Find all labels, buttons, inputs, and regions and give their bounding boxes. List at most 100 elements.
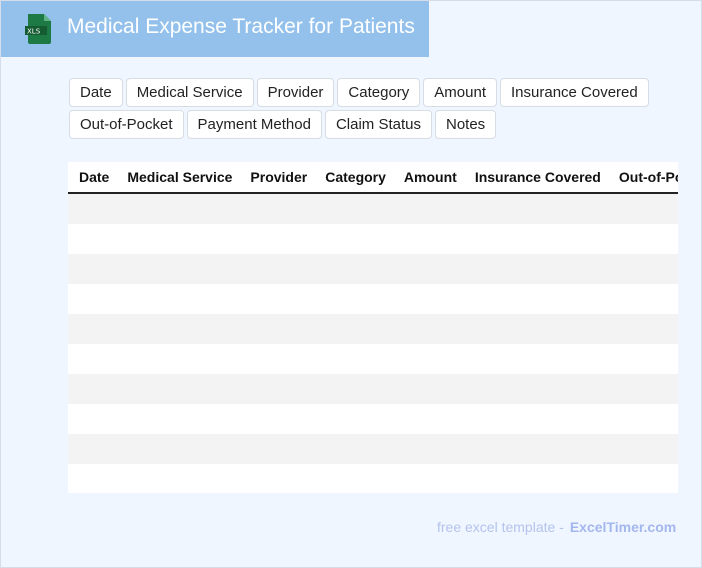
column-chip[interactable]: Amount bbox=[423, 78, 497, 107]
table-cell[interactable] bbox=[68, 404, 116, 434]
page-title: Medical Expense Tracker for Patients bbox=[67, 15, 415, 38]
table-cell[interactable] bbox=[116, 434, 240, 464]
title-banner: XLS Medical Expense Tracker for Patients bbox=[1, 1, 429, 57]
table-cell[interactable] bbox=[314, 314, 393, 344]
column-header[interactable]: Medical Service bbox=[116, 162, 240, 194]
footer: free excel template - ExcelTimer.com bbox=[437, 519, 676, 535]
table-cell[interactable] bbox=[463, 434, 608, 464]
column-chip[interactable]: Out-of-Pocket bbox=[69, 110, 184, 139]
table-cell[interactable] bbox=[464, 404, 608, 434]
table-cell[interactable] bbox=[607, 374, 678, 404]
table-cell[interactable] bbox=[239, 224, 314, 254]
column-header[interactable]: Provider bbox=[239, 162, 315, 194]
table-cell[interactable] bbox=[607, 314, 678, 344]
table-cell[interactable] bbox=[464, 464, 608, 493]
table-cell[interactable] bbox=[608, 284, 678, 314]
table-row bbox=[68, 404, 678, 434]
table-cell[interactable] bbox=[392, 374, 464, 404]
table-cell[interactable] bbox=[607, 254, 678, 284]
table-cell[interactable] bbox=[608, 404, 678, 434]
table-cell[interactable] bbox=[68, 314, 117, 344]
table-cell[interactable] bbox=[68, 254, 117, 284]
footer-link[interactable]: ExcelTimer.com bbox=[569, 519, 677, 535]
table-cell[interactable] bbox=[68, 284, 116, 314]
table-cell[interactable] bbox=[463, 374, 608, 404]
table-cell[interactable] bbox=[239, 254, 315, 284]
column-header[interactable]: Category bbox=[314, 162, 393, 194]
table-cell[interactable] bbox=[464, 284, 608, 314]
table-cell[interactable] bbox=[116, 224, 239, 254]
table-cell[interactable] bbox=[314, 224, 393, 254]
table-cell[interactable] bbox=[116, 374, 240, 404]
table-cell[interactable] bbox=[314, 374, 393, 404]
table-cell[interactable] bbox=[314, 404, 393, 434]
column-header[interactable]: Out-of-Pocket bbox=[607, 162, 678, 194]
column-chip[interactable]: Category bbox=[337, 78, 421, 107]
table-row bbox=[68, 193, 678, 224]
table-cell[interactable] bbox=[607, 434, 678, 464]
table-row bbox=[68, 344, 678, 374]
table-cell[interactable] bbox=[608, 344, 678, 374]
table-header-row: Date Medical Service Provider Category Amoun… bbox=[68, 162, 678, 194]
table-cell[interactable] bbox=[393, 284, 464, 314]
column-header[interactable]: Date bbox=[68, 162, 117, 194]
column-chip[interactable]: Medical Service bbox=[125, 78, 254, 107]
column-header[interactable]: Amount bbox=[392, 162, 464, 194]
table-cell[interactable] bbox=[464, 344, 608, 374]
table-cell[interactable] bbox=[239, 464, 314, 493]
table-cell[interactable] bbox=[314, 193, 393, 224]
footer-text: free excel template - bbox=[437, 519, 564, 535]
table-cell[interactable] bbox=[239, 284, 314, 314]
table-cell[interactable] bbox=[463, 314, 608, 344]
table-cell[interactable] bbox=[116, 344, 239, 374]
table-cell[interactable] bbox=[116, 254, 240, 284]
column-chip[interactable]: Insurance Covered bbox=[500, 78, 649, 107]
table-cell[interactable] bbox=[239, 404, 314, 434]
table-cell[interactable] bbox=[68, 434, 117, 464]
table-cell[interactable] bbox=[392, 314, 464, 344]
column-chip[interactable]: Claim Status bbox=[324, 110, 432, 139]
table-cell[interactable] bbox=[463, 193, 608, 224]
table-cell[interactable] bbox=[68, 224, 116, 254]
table-cell[interactable] bbox=[68, 193, 117, 224]
table-cell[interactable] bbox=[314, 464, 393, 493]
table-cell[interactable] bbox=[116, 193, 240, 224]
table-cell[interactable] bbox=[116, 314, 240, 344]
table-row bbox=[68, 374, 678, 404]
table-cell[interactable] bbox=[314, 254, 393, 284]
table-cell[interactable] bbox=[392, 193, 464, 224]
column-chip[interactable]: Date bbox=[69, 78, 123, 107]
table-cell[interactable] bbox=[116, 284, 239, 314]
table-cell[interactable] bbox=[608, 464, 678, 493]
table-cell[interactable] bbox=[68, 344, 116, 374]
table-row bbox=[68, 254, 678, 284]
table-cell[interactable] bbox=[239, 314, 315, 344]
table-row bbox=[68, 224, 678, 254]
table-cell[interactable] bbox=[239, 374, 315, 404]
table-cell[interactable] bbox=[116, 464, 239, 493]
table-cell[interactable] bbox=[463, 254, 608, 284]
table-cell[interactable] bbox=[608, 224, 678, 254]
table-cell[interactable] bbox=[393, 464, 464, 493]
table-cell[interactable] bbox=[68, 464, 116, 493]
column-chip[interactable]: Notes bbox=[434, 110, 497, 139]
table-cell[interactable] bbox=[392, 254, 464, 284]
column-header[interactable]: Insurance Covered bbox=[463, 162, 608, 194]
table-cell[interactable] bbox=[607, 193, 678, 224]
column-chip[interactable]: Provider bbox=[256, 78, 335, 107]
table-cell[interactable] bbox=[116, 404, 239, 434]
table-cell[interactable] bbox=[393, 404, 464, 434]
table-cell[interactable] bbox=[314, 434, 393, 464]
table-cell[interactable] bbox=[239, 344, 314, 374]
table-cell[interactable] bbox=[314, 284, 393, 314]
table-cell[interactable] bbox=[239, 434, 315, 464]
table-cell[interactable] bbox=[464, 224, 608, 254]
table-cell[interactable] bbox=[392, 434, 464, 464]
table-cell[interactable] bbox=[239, 193, 315, 224]
table-row bbox=[68, 434, 678, 464]
table-cell[interactable] bbox=[68, 374, 117, 404]
table-cell[interactable] bbox=[393, 224, 464, 254]
table-cell[interactable] bbox=[393, 344, 464, 374]
table-cell[interactable] bbox=[314, 344, 393, 374]
column-chip[interactable]: Payment Method bbox=[186, 110, 322, 139]
